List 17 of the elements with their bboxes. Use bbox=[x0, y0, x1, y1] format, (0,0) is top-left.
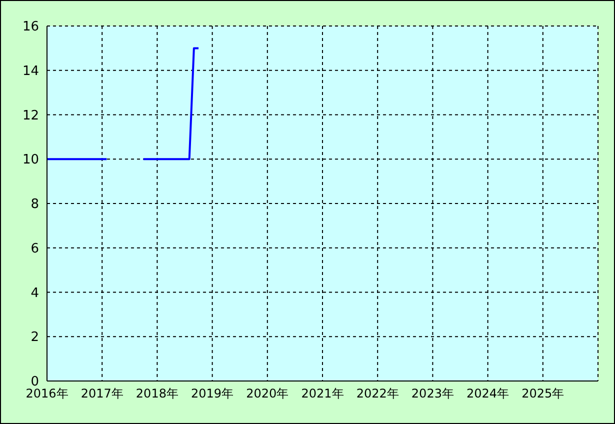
x-tick-label: 2022年 bbox=[356, 386, 399, 401]
x-tick-label: 2019年 bbox=[191, 386, 234, 401]
y-tick-label: 16 bbox=[22, 20, 39, 35]
x-tick-label: 2021年 bbox=[301, 386, 344, 401]
x-tick-label: 2023年 bbox=[411, 386, 454, 401]
y-tick-label: 10 bbox=[22, 152, 39, 168]
y-tick-label: 6 bbox=[30, 241, 39, 256]
x-tick-label: 2020年 bbox=[246, 386, 289, 401]
y-tick-label: 14 bbox=[22, 64, 39, 79]
x-tick-label: 2024年 bbox=[466, 386, 510, 401]
y-tick-label: 2 bbox=[30, 330, 39, 346]
y-tick-label: 4 bbox=[30, 286, 39, 301]
y-tick-label: 8 bbox=[30, 197, 39, 212]
x-tick-label: 2018年 bbox=[136, 386, 178, 401]
x-tick-label: 2025年 bbox=[522, 386, 564, 401]
x-tick-label: 2017年 bbox=[80, 386, 124, 401]
y-tick-label: 12 bbox=[22, 108, 39, 124]
